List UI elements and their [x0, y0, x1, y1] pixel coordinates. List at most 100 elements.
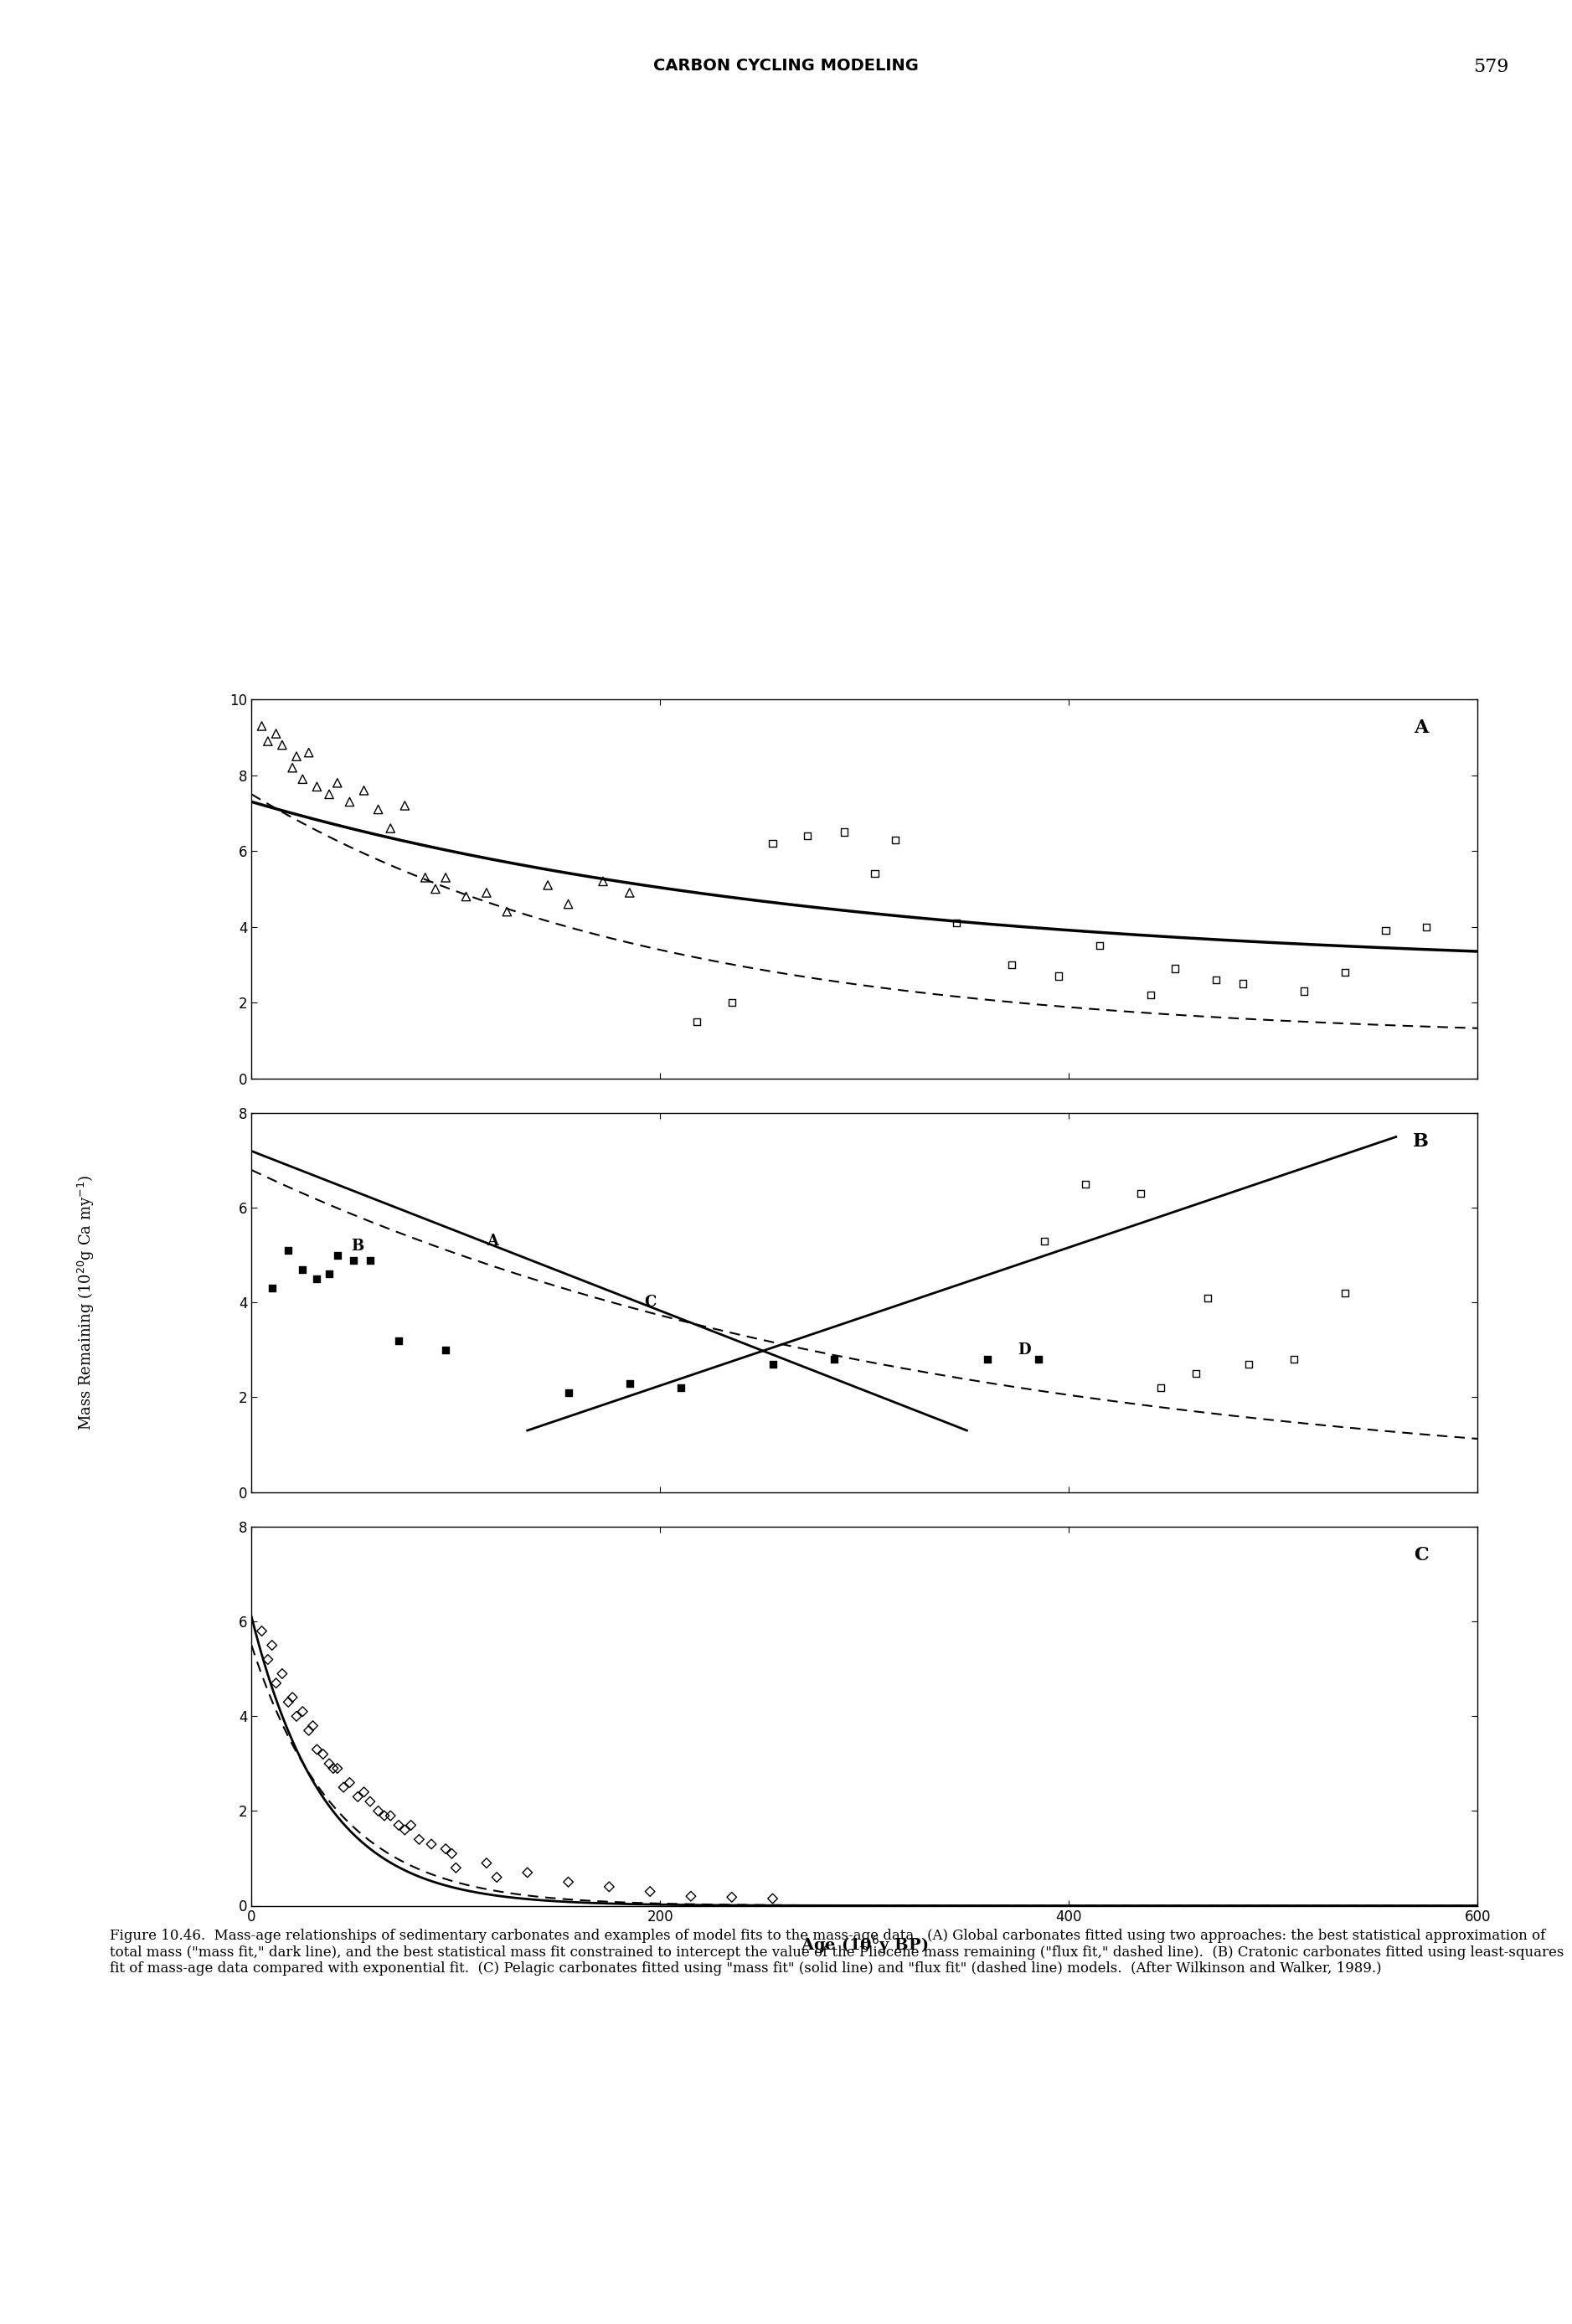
Point: [341, 1241, 366, 1278]
Point: [289, 1692, 314, 1729]
Point: [264, 716, 289, 753]
Point: [300, 1708, 325, 1745]
Point: [248, 706, 274, 744]
Point: [1127, 1176, 1152, 1213]
Point: [289, 1250, 314, 1287]
Point: [555, 1864, 580, 1901]
Point: [555, 1373, 580, 1411]
Point: [1088, 927, 1113, 964]
Point: [591, 862, 616, 899]
Text: A: A: [487, 1234, 498, 1248]
Point: [398, 1806, 423, 1843]
Point: [285, 737, 310, 774]
Point: [391, 788, 417, 825]
Point: [883, 820, 909, 858]
Point: [316, 1745, 341, 1783]
Point: [351, 772, 376, 809]
Point: [412, 860, 437, 897]
Point: [248, 1613, 274, 1650]
Point: [1331, 953, 1357, 990]
Point: [259, 1627, 285, 1664]
Point: [759, 1880, 784, 1917]
Point: [684, 1004, 709, 1041]
Point: [305, 1731, 330, 1769]
Point: [718, 1878, 745, 1915]
Point: [325, 765, 351, 802]
Point: [270, 1655, 296, 1692]
Point: [255, 1641, 280, 1678]
Text: C: C: [645, 1294, 656, 1311]
Point: [377, 809, 402, 846]
Text: Figure 10.46.  Mass-age relationships of sedimentary carbonates and examples of : Figure 10.46. Mass-age relationships of …: [110, 1929, 1564, 1975]
Point: [275, 1232, 300, 1269]
Point: [275, 1683, 300, 1720]
Point: [289, 760, 314, 797]
Point: [366, 790, 391, 827]
Point: [638, 1873, 663, 1910]
Point: [759, 1346, 784, 1383]
Point: [1163, 951, 1188, 988]
Point: [296, 734, 321, 772]
Point: [432, 1831, 459, 1868]
Point: [432, 860, 459, 897]
Point: [861, 855, 887, 892]
Point: [1374, 911, 1399, 948]
Point: [305, 1260, 330, 1297]
Point: [1195, 1278, 1220, 1315]
Point: [679, 1878, 704, 1915]
Point: [1031, 1222, 1056, 1260]
Point: [377, 1796, 402, 1834]
Point: [1331, 1274, 1357, 1311]
Point: [795, 818, 821, 855]
Point: [759, 825, 784, 862]
Point: [305, 767, 330, 804]
Text: D: D: [1017, 1343, 1031, 1357]
Point: [832, 813, 857, 851]
Point: [336, 783, 362, 820]
Point: [668, 1369, 693, 1406]
Point: [439, 1836, 464, 1873]
Point: [1415, 909, 1440, 946]
Point: [1138, 976, 1163, 1013]
X-axis label: Age (10$^6$y BP): Age (10$^6$y BP): [800, 1934, 929, 1957]
Point: [616, 1364, 643, 1401]
Point: [1000, 946, 1025, 983]
Point: [325, 1750, 351, 1787]
Point: [330, 1769, 355, 1806]
Text: B: B: [352, 1239, 365, 1253]
Point: [325, 1236, 351, 1274]
Point: [534, 867, 560, 904]
Text: B: B: [1413, 1132, 1429, 1150]
Point: [387, 1322, 412, 1360]
Point: [943, 904, 968, 941]
Point: [718, 983, 745, 1020]
Point: [475, 1845, 500, 1882]
Point: [516, 1855, 541, 1892]
Point: [391, 1810, 417, 1848]
Point: [443, 1850, 468, 1887]
Point: [296, 1713, 321, 1750]
Text: 579: 579: [1473, 58, 1509, 77]
Point: [418, 1827, 443, 1864]
Point: [1204, 962, 1229, 999]
Point: [387, 1806, 412, 1843]
Point: [432, 1332, 459, 1369]
Point: [316, 1255, 341, 1292]
Point: [357, 1783, 382, 1820]
Text: C: C: [1413, 1545, 1429, 1564]
Point: [597, 1868, 623, 1906]
Point: [555, 885, 580, 923]
Point: [484, 1859, 509, 1896]
Point: [321, 1750, 346, 1787]
Point: [975, 1341, 1000, 1378]
Point: [1236, 1346, 1261, 1383]
Point: [270, 727, 296, 765]
Point: [1229, 964, 1254, 1002]
Point: [285, 1697, 310, 1734]
Point: [255, 723, 280, 760]
Point: [1292, 974, 1317, 1011]
Point: [454, 878, 479, 916]
Point: [1281, 1341, 1306, 1378]
Point: [1072, 1167, 1097, 1204]
Point: [366, 1792, 391, 1829]
